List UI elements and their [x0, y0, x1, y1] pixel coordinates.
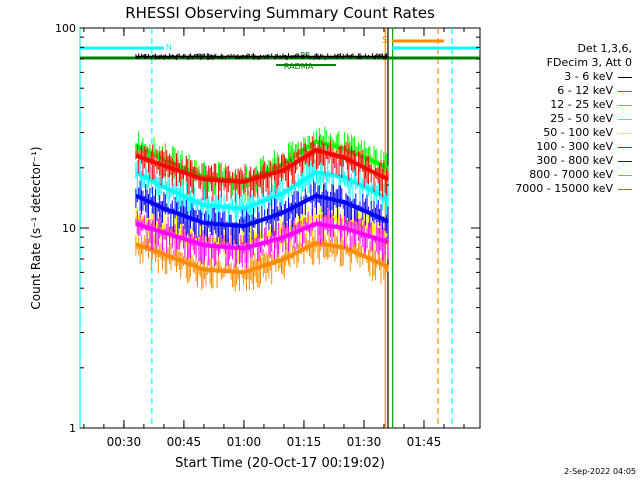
legend-label: 12 - 25 keV: [550, 98, 613, 111]
x-axis-label: Start Time (20-Oct-17 00:19:02): [175, 456, 385, 471]
y-tick-label: 100: [55, 22, 76, 35]
y-tick-label: 10: [62, 222, 76, 235]
y-axis-label: Count Rate (s⁻¹ detector⁻¹): [29, 146, 43, 309]
legend-label: 6 - 12 keV: [557, 84, 613, 97]
x-tick-label: 00:30: [107, 435, 142, 449]
legend-label: 100 - 300 keV: [536, 140, 613, 153]
x-tick-label: 01:30: [347, 435, 382, 449]
legend-entry: 300 - 800 keV: [536, 154, 632, 167]
x-tick-label: 01:45: [407, 435, 442, 449]
series-line: [135, 221, 389, 251]
chart-title: RHESSI Observing Summary Count Rates: [125, 4, 435, 22]
legend-swatch: [618, 76, 632, 78]
series-line: [135, 148, 389, 184]
legend-swatch: [618, 174, 632, 176]
legend-entry: 6 - 12 keV: [557, 84, 632, 97]
legend-label: 7000 - 15000 keV: [515, 182, 613, 195]
x-tick-label: 01:00: [227, 435, 262, 449]
legend-swatch: [618, 104, 632, 106]
legend-label: 25 - 50 keV: [550, 112, 613, 125]
legend-label: 300 - 800 keV: [536, 154, 613, 167]
legend-entry: 25 - 50 keV: [550, 112, 632, 125]
y-tick-label: 1: [69, 422, 76, 435]
legend-header: Det 1,3,6,: [577, 42, 632, 55]
legend-swatch: [618, 132, 632, 134]
legend-entry: 50 - 100 keV: [543, 126, 632, 139]
legend-entry: 100 - 300 keV: [536, 140, 632, 153]
x-tick-label: 01:15: [287, 435, 322, 449]
legend-header: FDecim 3, Att 0: [546, 56, 632, 69]
bar-label: N: [166, 43, 172, 52]
bar-label: RADMA: [284, 62, 314, 71]
x-tick-label: 00:45: [167, 435, 202, 449]
legend-label: 800 - 7000 keV: [529, 168, 613, 181]
legend-label: 50 - 100 keV: [543, 126, 613, 139]
legend-swatch: [618, 188, 632, 190]
date-stamp: 2-Sep-2022 04:05: [564, 467, 636, 476]
legend-entry: 800 - 7000 keV: [529, 168, 632, 181]
legend-swatch: [618, 160, 632, 162]
legend-swatch: [618, 90, 632, 92]
series-line: [135, 193, 389, 229]
legend-label: 3 - 6 keV: [564, 70, 613, 83]
bar-label: PR: [300, 51, 311, 60]
legend-swatch: [618, 118, 632, 120]
legend-entry: 12 - 25 keV: [550, 98, 632, 111]
flag-label: S: [382, 35, 388, 46]
legend-entry: 3 - 6 keV: [564, 70, 632, 83]
series-line: [135, 241, 389, 275]
legend-entry: 7000 - 15000 keV: [515, 182, 632, 195]
legend-swatch: [618, 146, 632, 148]
